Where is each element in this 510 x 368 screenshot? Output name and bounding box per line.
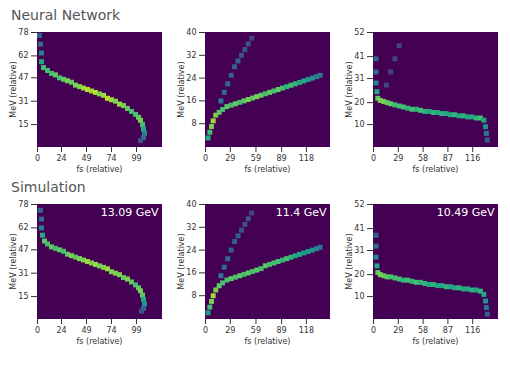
svg-text:10: 10 [354, 120, 364, 129]
svg-text:0: 0 [35, 154, 40, 163]
svg-text:58: 58 [418, 154, 428, 163]
svg-text:62: 62 [18, 223, 28, 232]
svg-text:0: 0 [35, 326, 40, 335]
svg-text:0: 0 [203, 154, 208, 163]
svg-text:59: 59 [251, 326, 261, 335]
svg-text:15: 15 [18, 292, 28, 301]
svg-text:99: 99 [131, 154, 141, 163]
svg-text:fs (relative): fs (relative) [245, 337, 291, 346]
svg-text:24: 24 [56, 326, 66, 335]
svg-text:52: 52 [354, 28, 364, 37]
svg-text:59: 59 [251, 154, 261, 163]
svg-text:49: 49 [81, 326, 91, 335]
svg-text:74: 74 [106, 154, 116, 163]
svg-text:118: 118 [299, 326, 314, 335]
svg-text:fs (relative): fs (relative) [77, 337, 123, 346]
svg-text:29: 29 [225, 326, 235, 335]
svg-text:31: 31 [18, 269, 28, 278]
svg-text:MeV (relative): MeV (relative) [9, 61, 18, 117]
svg-text:29: 29 [393, 326, 403, 335]
svg-text:89: 89 [277, 326, 287, 335]
svg-text:13.09 GeV: 13.09 GeV [101, 206, 159, 219]
svg-text:41: 41 [354, 224, 364, 233]
svg-text:49: 49 [81, 154, 91, 163]
svg-text:32: 32 [186, 51, 196, 60]
svg-text:24: 24 [56, 154, 66, 163]
svg-text:40: 40 [186, 200, 196, 209]
html-text:Neural Network: Neural Network [11, 7, 121, 23]
svg-text:fs (relative): fs (relative) [413, 337, 459, 346]
svg-text:32: 32 [186, 223, 196, 232]
svg-text:31: 31 [18, 97, 28, 106]
svg-text:78: 78 [18, 200, 28, 209]
svg-text:fs (relative): fs (relative) [77, 165, 123, 174]
svg-text:24: 24 [186, 74, 196, 83]
svg-text:24: 24 [186, 246, 196, 255]
svg-text:fs (relative): fs (relative) [245, 165, 291, 174]
svg-text:8: 8 [191, 119, 196, 128]
svg-text:MeV (relative): MeV (relative) [345, 233, 354, 289]
svg-text:74: 74 [106, 326, 116, 335]
svg-text:10.49 GeV: 10.49 GeV [437, 206, 495, 219]
svg-text:MeV (relative): MeV (relative) [345, 61, 354, 117]
svg-text:15: 15 [18, 120, 28, 129]
svg-text:89: 89 [277, 154, 287, 163]
svg-text:31: 31 [354, 246, 364, 255]
svg-text:78: 78 [18, 28, 28, 37]
svg-text:52: 52 [354, 200, 364, 209]
svg-text:29: 29 [225, 154, 235, 163]
svg-text:MeV (relative): MeV (relative) [177, 233, 186, 289]
svg-text:118: 118 [299, 154, 314, 163]
svg-text:8: 8 [191, 291, 196, 300]
svg-text:41: 41 [354, 52, 364, 61]
svg-text:0: 0 [371, 154, 376, 163]
svg-text:MeV (relative): MeV (relative) [177, 61, 186, 117]
svg-text:11.4 GeV: 11.4 GeV [276, 206, 327, 219]
svg-text:47: 47 [18, 245, 28, 254]
svg-text:99: 99 [131, 326, 141, 335]
svg-text:20: 20 [354, 98, 364, 107]
svg-text:MeV (relative): MeV (relative) [9, 233, 18, 289]
svg-text:0: 0 [371, 326, 376, 335]
svg-text:0: 0 [203, 326, 208, 335]
svg-text:fs (relative): fs (relative) [413, 165, 459, 174]
svg-text:10: 10 [354, 292, 364, 301]
svg-text:20: 20 [354, 270, 364, 279]
svg-text:16: 16 [186, 268, 196, 277]
svg-text:87: 87 [443, 154, 453, 163]
svg-text:62: 62 [18, 51, 28, 60]
svg-text:116: 116 [465, 154, 480, 163]
svg-text:31: 31 [354, 74, 364, 83]
svg-text:116: 116 [465, 326, 480, 335]
svg-text:16: 16 [186, 96, 196, 105]
svg-text:47: 47 [18, 73, 28, 82]
html-text:Simulation: Simulation [11, 179, 86, 195]
svg-text:58: 58 [418, 326, 428, 335]
svg-text:87: 87 [443, 326, 453, 335]
svg-text:40: 40 [186, 28, 196, 37]
svg-text:29: 29 [393, 154, 403, 163]
